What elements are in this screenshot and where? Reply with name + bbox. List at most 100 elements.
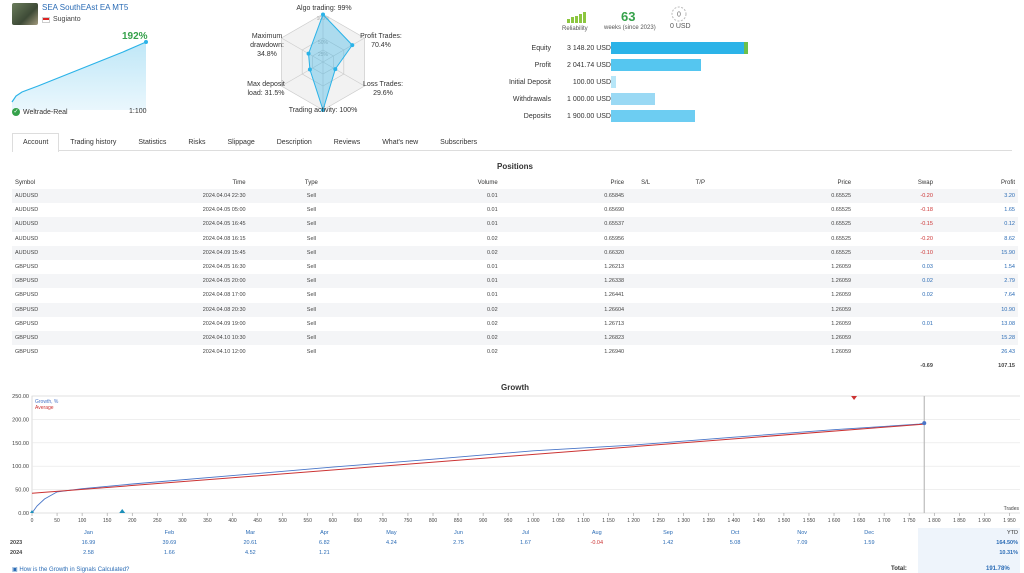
table-row[interactable]: GBPUSD 2024.04.05 16:30 Sell 0.01 1.26213 1.2… — [12, 260, 1018, 274]
table-cell: AUDUSD — [15, 207, 39, 214]
table-row[interactable]: AUDUSD 2024.04.05 16:45 Sell 0.01 0.65537 0.6… — [12, 217, 1018, 232]
month-value — [769, 548, 836, 558]
table-row[interactable]: AUDUSD 2024.04.04 22:30 Sell 0.01 0.65845 0.6… — [12, 189, 1018, 204]
positions-title: Positions — [496, 162, 533, 171]
table-cell: 1.26059 — [831, 349, 852, 356]
year-label: 2023 — [10, 540, 23, 546]
table-cell — [664, 260, 736, 274]
table-cell: Sell — [306, 320, 316, 327]
radar-axis — [281, 61, 324, 87]
tab-trading-history[interactable]: Trading history — [70, 139, 117, 146]
growth-calc-link[interactable]: ▣ How is the Growth in Signals Calculate… — [12, 566, 129, 573]
last-point-marker[interactable] — [922, 421, 927, 426]
growth-chart[interactable]: 0.00 50.00 100.00 150.00 200.00 250.00 0 50 100 1… — [8, 392, 1020, 527]
tab-subscribers[interactable]: Subscribers — [440, 139, 478, 146]
table-cell: 2024.04.09 19:00 — [202, 320, 246, 327]
tab-slippage[interactable]: Slippage — [227, 139, 255, 146]
month-value — [358, 548, 425, 558]
table-row[interactable]: GBPUSD 2024.04.08 17:00 Sell 0.01 1.26441 1.2… — [12, 288, 1018, 302]
growth-calc-link-text[interactable]: How is the Growth in Signals Calculated? — [19, 567, 130, 573]
table-cell: 26.43 — [1001, 349, 1015, 356]
table-cell: 0.02 — [486, 320, 498, 327]
table-row[interactable]: AUDUSD 2024.04.05 05:00 Sell 0.01 0.65690 0.6… — [12, 203, 1018, 217]
table-cell — [627, 189, 665, 204]
month-value — [559, 548, 634, 558]
x-tick-label: 1 050 — [552, 518, 565, 524]
y-tick-label: 100.00 — [12, 464, 29, 470]
deposit-marker[interactable] — [30, 510, 34, 513]
tab-reviews[interactable]: Reviews — [333, 139, 361, 146]
radar-point[interactable] — [321, 108, 325, 112]
table-row[interactable]: AUDUSD 2024.04.09 15:45 Sell 0.02 0.66320 0.6… — [12, 245, 1018, 260]
table-row[interactable]: GBPUSD 2024.04.10 12:00 Sell 0.02 1.26940 1.2… — [12, 345, 1018, 359]
table-row[interactable]: GBPUSD 2024.04.10 10:30 Sell 0.02 1.26823 1.2… — [12, 330, 1018, 346]
month-value: 1.66 — [164, 550, 175, 556]
table-row[interactable]: GBPUSD 2024.04.05 20:00 Sell 0.01 1.26338 1.2… — [12, 274, 1018, 289]
table-cell: -0.20 — [854, 189, 936, 204]
x-axis-label: Trades — [1004, 506, 1020, 512]
stat-row: Deposits 1 900.00 USD — [470, 108, 770, 124]
author-name[interactable]: Sugianto — [53, 16, 81, 23]
table-cell — [664, 317, 736, 331]
broker-name[interactable]: Weltrade-Real — [23, 108, 68, 116]
radar-point[interactable] — [307, 67, 312, 72]
tab-risks[interactable]: Risks — [188, 139, 206, 146]
x-tick-label: 1 800 — [928, 518, 941, 524]
table-cell: 0.01 — [486, 207, 498, 214]
radar-point[interactable] — [321, 12, 325, 17]
x-tick-label: 1 900 — [978, 518, 991, 524]
x-tick-label: 950 — [504, 518, 513, 524]
tab-statistics[interactable]: Statistics — [138, 139, 167, 146]
y-tick-label: 150.00 — [12, 441, 29, 447]
weeks-label: weeks (since 2023) — [604, 25, 656, 31]
table-cell — [68, 359, 248, 373]
radar-point[interactable] — [306, 51, 311, 56]
withdrawal-marker[interactable] — [851, 396, 858, 400]
table-cell: 15.28 — [935, 330, 1018, 346]
tab-what-s-new[interactable]: What's new — [382, 139, 419, 146]
column-header: Type — [304, 180, 318, 186]
table-row[interactable]: AUDUSD 2024.04.08 16:15 Sell 0.02 0.65956 0.6… — [12, 232, 1018, 246]
average-series-line — [31, 423, 925, 494]
table-cell — [8, 528, 48, 538]
x-tick-label: 1 850 — [953, 518, 966, 524]
stat-name: Deposits — [523, 112, 551, 120]
signal-title[interactable]: SEA SouthEAst EA MT5 — [42, 3, 129, 12]
month-header: Jul — [522, 530, 530, 536]
stat-bar-fill — [611, 110, 695, 122]
table-cell: 2024.04.04 22:30 — [68, 189, 249, 204]
table-cell — [374, 359, 500, 373]
table-cell: 1.26604 — [500, 302, 628, 317]
month-value: 164.50% — [996, 540, 1018, 546]
broker[interactable]: ✓ Weltrade-Real — [12, 108, 68, 116]
deposit-marker[interactable] — [119, 509, 126, 513]
column-header: Price — [837, 180, 852, 186]
x-tick-label: 1 600 — [828, 518, 841, 524]
radar-label-activity: Trading activity: 100% — [288, 107, 358, 114]
author[interactable]: Sugianto — [42, 16, 81, 23]
legend-growth: Growth, % — [35, 399, 59, 405]
radar-axis — [322, 37, 365, 63]
table-cell: 0.03 — [922, 264, 933, 271]
tab-account[interactable]: Account — [12, 133, 60, 152]
stat-value: 2 041.74 USD — [567, 61, 611, 69]
stat-bar — [611, 59, 701, 71]
table-cell: 0.65525 — [831, 235, 852, 242]
growth-title: Growth — [501, 383, 529, 392]
x-tick-label: 1 700 — [878, 518, 891, 524]
tab-description[interactable]: Description — [276, 139, 312, 146]
month-value: 16.99 — [81, 540, 96, 546]
table-row[interactable]: GBPUSD 2024.04.09 19:00 Sell 0.02 1.26713 1.2… — [12, 317, 1018, 331]
table-cell — [664, 217, 737, 232]
positions-table: Symbol Time Type Volume Price S/L T/P Price Swap… — [12, 177, 1018, 373]
table-cell — [501, 359, 627, 373]
table-cell: 2024.04.10 10:30 — [68, 330, 249, 346]
signal-avatar[interactable] — [12, 3, 38, 25]
radar-point[interactable] — [333, 67, 338, 72]
table-cell: -0.20 — [920, 235, 933, 242]
table-cell: 0.01 — [374, 217, 501, 232]
month-value: 1.67 — [520, 540, 531, 546]
month-value: 2.58 — [83, 550, 94, 556]
radar-point[interactable] — [350, 43, 355, 48]
table-row[interactable]: GBPUSD 2024.04.08 20:30 Sell 0.02 1.26604 1.2… — [12, 302, 1018, 317]
